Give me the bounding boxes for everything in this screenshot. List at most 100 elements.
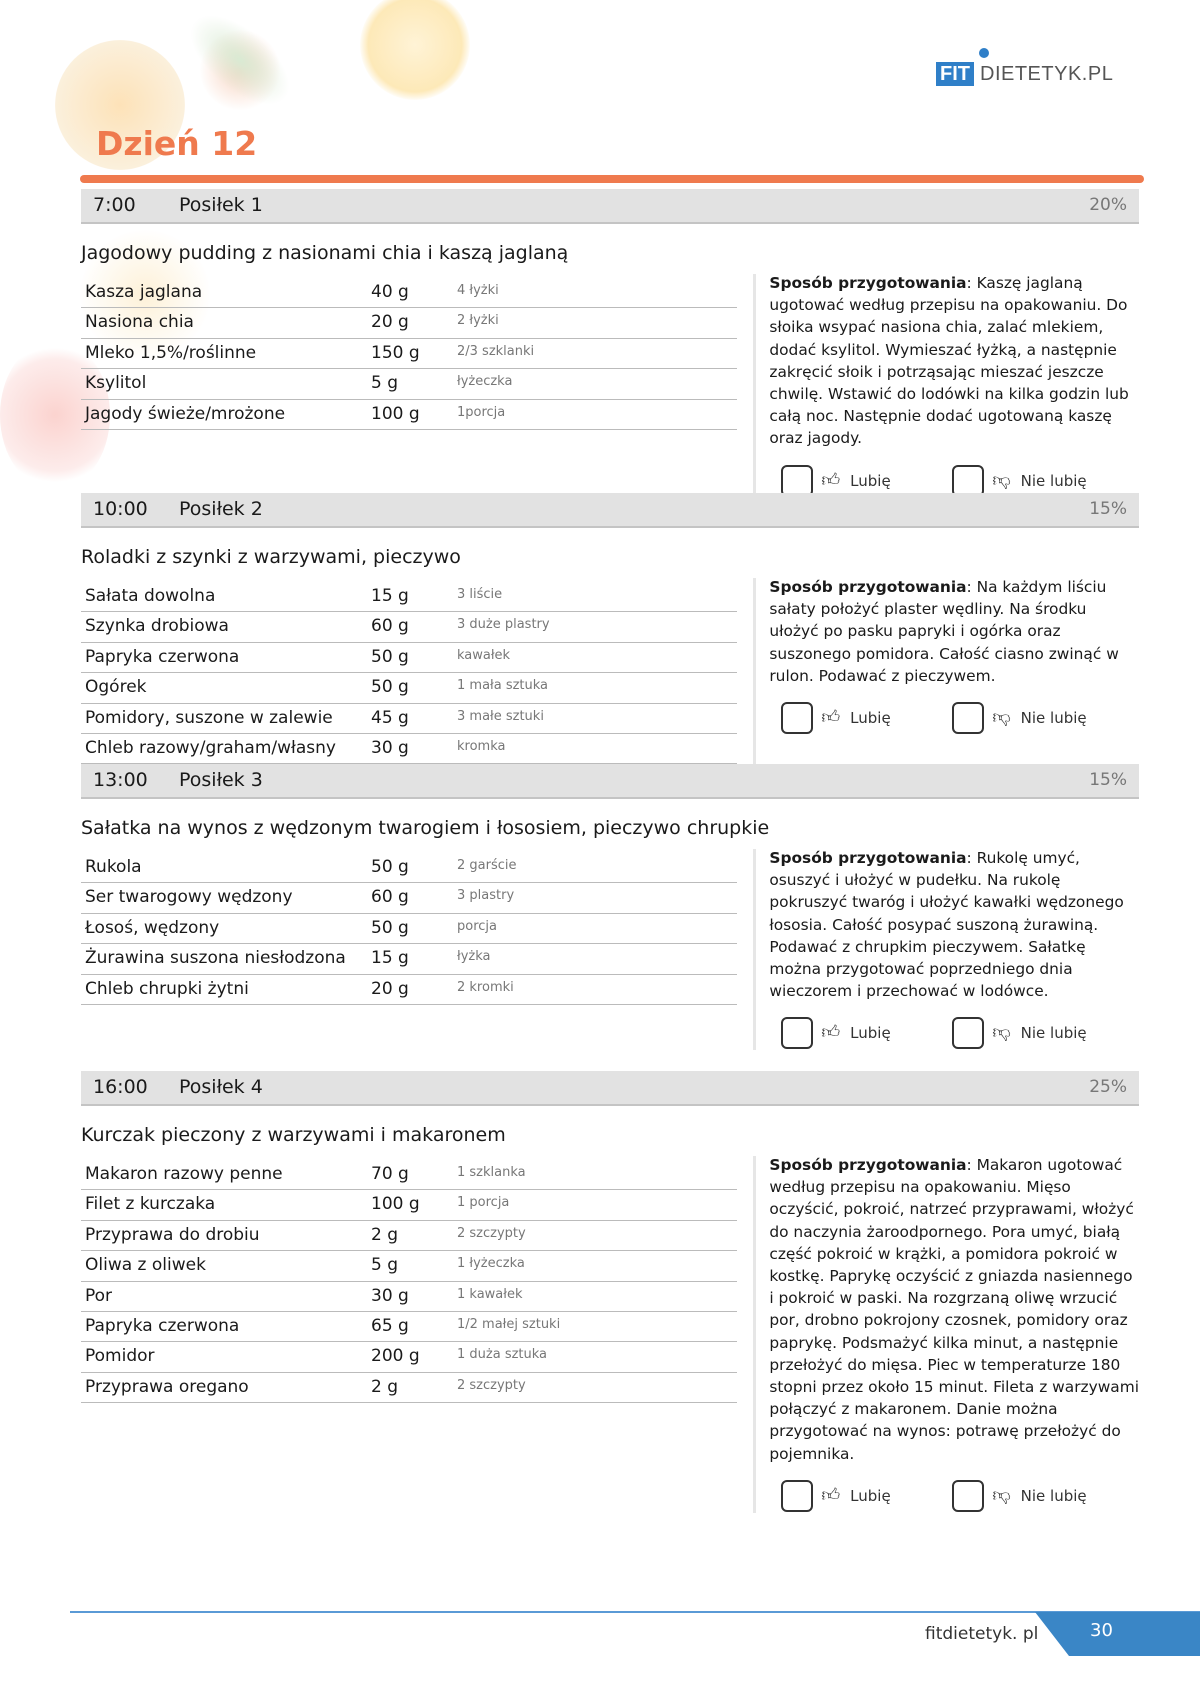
ingredient-name: Pomidory, suszone w zalewie xyxy=(85,707,333,728)
ingredient-amount: 100 g xyxy=(371,1194,420,1215)
like-label: Lubię xyxy=(850,1486,891,1505)
ingredient-amount: 200 g xyxy=(371,1346,420,1367)
ingredient-row: Papryka czerwona 65 g 1/2 małej sztuki xyxy=(81,1312,738,1343)
ingredient-name: Kasza jaglana xyxy=(85,282,203,302)
ingredient-household-measure: porcja xyxy=(457,918,497,934)
meal-header: 13:00 Posiłek 3 15% xyxy=(81,764,1139,799)
column-divider xyxy=(753,849,757,1051)
ingredient-household-measure: 1 porcja xyxy=(457,1195,510,1211)
like-checkbox[interactable] xyxy=(781,1479,814,1512)
ingredient-amount: 2 g xyxy=(371,1376,399,1397)
ingredient-row: Szynka drobiowa 60 g 3 duże plastry xyxy=(81,612,738,643)
ingredient-household-measure: 3 plastry xyxy=(457,888,515,904)
ingredient-row: Pomidory, suszone w zalewie 45 g 3 małe … xyxy=(81,704,738,734)
dislike-checkbox[interactable] xyxy=(952,464,985,497)
meal-header: 10:00 Posiłek 2 15% xyxy=(81,493,1139,528)
column-divider xyxy=(753,578,757,765)
meal-section: 7:00 Posiłek 1 20% Jagodowy pudding z na… xyxy=(81,189,1139,498)
ingredient-row: Por 30 g 1 kawałek xyxy=(81,1282,738,1312)
thumbs-up-icon: 👍︎ xyxy=(821,469,841,491)
ingredient-name: Papryka czerwona xyxy=(85,646,240,667)
thumbs-up-icon: 👍︎ xyxy=(821,1022,841,1044)
ingredient-household-measure: 2 szczypty xyxy=(457,1225,526,1241)
meal-percent: 15% xyxy=(1089,499,1127,519)
footer-site: fitdietetyk. pl xyxy=(925,1624,1039,1644)
fitdietetyk-logo: FIT DIETETYK.PL xyxy=(936,48,1126,88)
dislike-checkbox[interactable] xyxy=(952,702,985,735)
preparation-body: Kaszę jaglaną ugotować według przepisu n… xyxy=(769,274,1129,448)
page-title: Dzień 12 xyxy=(96,124,258,163)
ingredient-household-measure: 1 łyżeczka xyxy=(457,1256,525,1272)
preparation-text: Sposób przygotowania: Kaszę jaglaną ugot… xyxy=(769,274,1129,448)
preparation-label: Sposób przygotowania xyxy=(769,1156,967,1174)
ingredient-row: Nasiona chia 20 g 2 łyżki xyxy=(81,308,738,339)
ingredient-row: Ser twarogowy wędzony 60 g 3 plastry xyxy=(81,883,738,914)
ingredient-amount: 30 g xyxy=(371,1285,409,1306)
ingredient-amount: 50 g xyxy=(371,917,409,938)
ingredient-name: Szynka drobiowa xyxy=(85,616,229,637)
ingredient-row: Papryka czerwona 50 g kawałek xyxy=(81,643,738,674)
meal-name: Posiłek 2 xyxy=(179,498,263,520)
ingredient-row: Jagody świeże/mrożone 100 g 1porcja xyxy=(81,400,738,430)
dislike-label: Nie lubię xyxy=(1020,471,1087,490)
ingredient-household-measure: 2/3 szklanki xyxy=(457,343,535,359)
ingredient-household-measure: kawałek xyxy=(457,647,511,663)
dislike-label: Nie lubię xyxy=(1020,708,1087,727)
dislike-checkbox[interactable] xyxy=(952,1479,985,1512)
ingredient-name: Oliwa z oliwek xyxy=(85,1255,206,1276)
title-underline xyxy=(80,175,1144,183)
ingredient-amount: 50 g xyxy=(371,677,409,698)
recipe-title: Roladki z szynki z warzywami, pieczywo xyxy=(81,546,461,568)
logo-text: DIETETYK.PL xyxy=(980,63,1114,85)
ingredient-amount: 5 g xyxy=(371,1255,399,1276)
like-checkbox[interactable] xyxy=(781,464,814,497)
ingredient-name: Przyprawa do drobiu xyxy=(85,1224,260,1245)
ingredient-name: Por xyxy=(85,1285,113,1306)
dislike-checkbox[interactable] xyxy=(952,1017,985,1050)
column-divider xyxy=(753,1156,757,1513)
like-checkbox[interactable] xyxy=(781,702,814,735)
preparation-label: Sposób przygotowania xyxy=(769,578,967,596)
thumbs-up-icon: 👍︎ xyxy=(821,706,841,728)
ingredient-household-measure: 2 kromki xyxy=(457,979,514,995)
ingredient-amount: 50 g xyxy=(371,857,409,877)
ingredient-name: Ser twarogowy wędzony xyxy=(85,887,293,908)
ingredient-name: Chleb razowy/graham/własny xyxy=(85,737,336,758)
ingredient-amount: 65 g xyxy=(371,1315,409,1336)
preparation-body: Na każdym liściu sałaty położyć plaster … xyxy=(769,578,1119,685)
ingredient-name: Filet z kurczaka xyxy=(85,1194,216,1215)
ingredient-name: Pomidor xyxy=(85,1346,155,1367)
thumbs-down-icon: 👎︎ xyxy=(992,706,1011,728)
like-checkbox[interactable] xyxy=(781,1017,814,1050)
meal-name: Posiłek 1 xyxy=(179,194,263,216)
preparation-body: Rukolę umyć, osuszyć i ułożyć w pudełku.… xyxy=(769,849,1124,1001)
ingredient-name: Łosoś, wędzony xyxy=(85,917,220,938)
ingredient-household-measure: 3 duże plastry xyxy=(457,617,550,633)
thumbs-down-icon: 👎︎ xyxy=(992,469,1011,491)
ingredient-name: Ksylitol xyxy=(85,373,147,394)
like-label: Lubię xyxy=(850,1024,891,1043)
meal-header: 16:00 Posiłek 4 25% xyxy=(81,1071,1139,1106)
ingredient-household-measure: 2 szczypty xyxy=(457,1377,526,1393)
meal-section: 13:00 Posiłek 3 15% Sałatka na wynos z w… xyxy=(81,764,1139,1051)
dislike-label: Nie lubię xyxy=(1020,1486,1087,1505)
ingredient-household-measure: 1 duża sztuka xyxy=(457,1347,548,1363)
ingredient-household-measure: 1 mała sztuka xyxy=(457,678,549,694)
recipe-title: Sałatka na wynos z wędzonym twarogiem i … xyxy=(81,817,770,839)
like-label: Lubię xyxy=(850,708,891,727)
ingredient-row: Kasza jaglana 40 g 4 łyżki xyxy=(81,278,738,309)
ingredient-household-measure: 1/2 małej sztuki xyxy=(457,1316,561,1332)
ingredient-row: Łosoś, wędzony 50 g porcja xyxy=(81,914,738,945)
ingredient-name: Mleko 1,5%/roślinne xyxy=(85,342,257,363)
ingredient-household-measure: łyżka xyxy=(457,949,491,965)
preparation-text: Sposób przygotowania: Na każdym liściu s… xyxy=(769,578,1119,685)
ingredient-household-measure: łyżeczka xyxy=(457,374,513,390)
ingredient-household-measure: 1porcja xyxy=(457,404,506,420)
ingredient-household-measure: 3 małe sztuki xyxy=(457,708,544,724)
meal-header: 7:00 Posiłek 1 20% xyxy=(81,189,1139,224)
preparation-label: Sposób przygotowania xyxy=(769,274,967,292)
meal-name: Posiłek 3 xyxy=(179,769,263,791)
thumbs-down-icon: 👎︎ xyxy=(992,1022,1011,1044)
ingredient-amount: 70 g xyxy=(371,1164,409,1184)
ingredient-amount: 20 g xyxy=(371,312,409,333)
